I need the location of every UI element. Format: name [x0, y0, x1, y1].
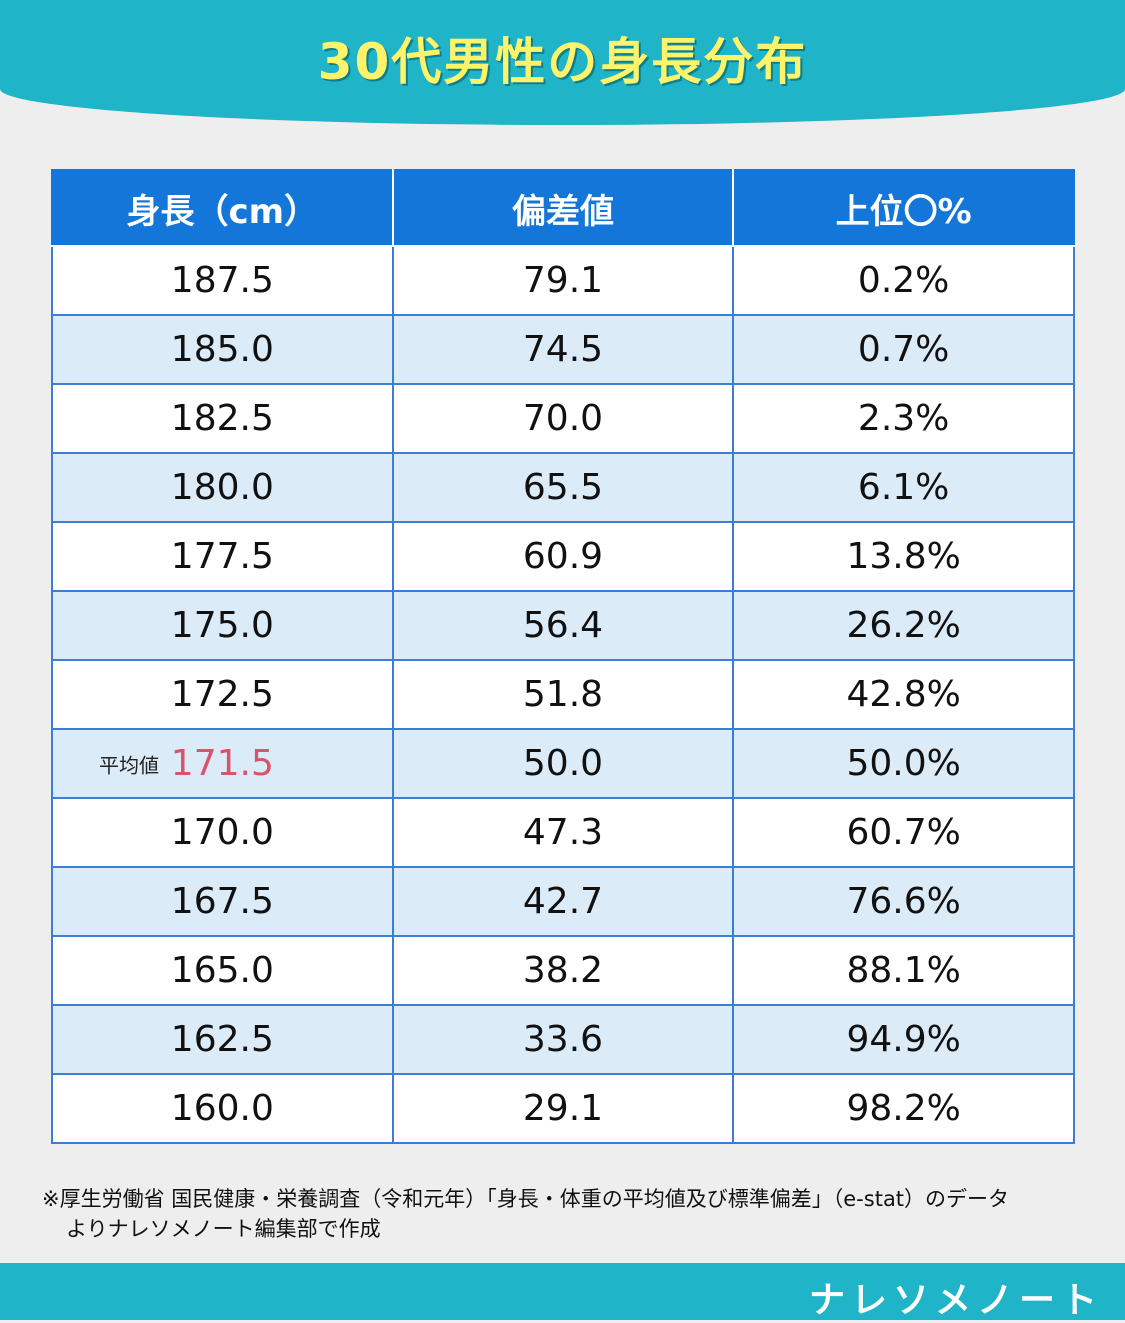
deviation-cell: 56.4	[391, 590, 735, 661]
height-cell: 167.5	[51, 866, 394, 937]
footer-bar: ナレソメノート	[0, 1263, 1125, 1321]
percent-cell: 98.2%	[732, 1073, 1075, 1144]
column-header-height: 身長（cm）	[51, 169, 394, 247]
height-cell: 182.5	[51, 383, 394, 454]
height-cell: 175.0	[51, 590, 394, 661]
table-row: 185.0 74.5 0.7%	[51, 314, 1075, 385]
height-cell: 187.5	[51, 245, 394, 316]
deviation-cell: 70.0	[391, 383, 735, 454]
percent-cell: 42.8%	[732, 659, 1075, 730]
table-row-average: 平均値 171.5 50.0 50.0%	[51, 728, 1075, 799]
percent-cell: 13.8%	[732, 521, 1075, 592]
height-cell: 170.0	[51, 797, 394, 868]
deviation-cell: 42.7	[391, 866, 735, 937]
table-row: 175.0 56.4 26.2%	[51, 590, 1075, 661]
deviation-cell: 60.9	[391, 521, 735, 592]
percent-cell: 50.0%	[732, 728, 1075, 799]
table-row: 187.5 79.1 0.2%	[51, 245, 1075, 316]
height-cell-average: 平均値 171.5	[51, 728, 394, 799]
brand-logo-text: ナレソメノート	[808, 1280, 1103, 1321]
column-header-top-percent: 上位〇%	[732, 169, 1075, 247]
percent-cell: 2.3%	[732, 383, 1075, 454]
deviation-cell: 51.8	[391, 659, 735, 730]
table-row: 165.0 38.2 88.1%	[51, 935, 1075, 1006]
deviation-cell: 33.6	[391, 1004, 735, 1075]
percent-cell: 94.9%	[732, 1004, 1075, 1075]
table-row: 180.0 65.5 6.1%	[51, 452, 1075, 523]
height-distribution-table: 身長（cm） 偏差値 上位〇% 187.5 79.1 0.2% 185.0 74…	[51, 169, 1075, 1144]
height-cell: 172.5	[51, 659, 394, 730]
percent-cell: 6.1%	[732, 452, 1075, 523]
deviation-cell: 74.5	[391, 314, 735, 385]
source-note-line-1: ※厚生労働省 国民健康・栄養調査（令和元年）「身長・体重の平均値及び標準偏差」（…	[42, 1187, 1010, 1211]
deviation-cell: 79.1	[391, 245, 735, 316]
deviation-cell: 38.2	[391, 935, 735, 1006]
height-cell: 177.5	[51, 521, 394, 592]
deviation-cell: 50.0	[391, 728, 735, 799]
height-cell: 160.0	[51, 1073, 394, 1144]
column-header-deviation: 偏差値	[391, 169, 735, 247]
table-row: 177.5 60.9 13.8%	[51, 521, 1075, 592]
table-row: 160.0 29.1 98.2%	[51, 1073, 1075, 1144]
source-note: ※厚生労働省 国民健康・栄養調査（令和元年）「身長・体重の平均値及び標準偏差」（…	[42, 1184, 1106, 1244]
table-row: 170.0 47.3 60.7%	[51, 797, 1075, 868]
deviation-cell: 65.5	[391, 452, 735, 523]
percent-cell: 60.7%	[732, 797, 1075, 868]
percent-cell: 0.2%	[732, 245, 1075, 316]
average-label: 平均値	[99, 753, 159, 777]
height-cell: 185.0	[51, 314, 394, 385]
deviation-cell: 47.3	[391, 797, 735, 868]
table-row: 167.5 42.7 76.6%	[51, 866, 1075, 937]
table-row: 162.5 33.6 94.9%	[51, 1004, 1075, 1075]
page-title: 30代男性の身長分布	[317, 33, 808, 91]
table-row: 172.5 51.8 42.8%	[51, 659, 1075, 730]
table-row: 182.5 70.0 2.3%	[51, 383, 1075, 454]
table-header-row: 身長（cm） 偏差値 上位〇%	[51, 169, 1075, 247]
height-cell: 162.5	[51, 1004, 394, 1075]
height-cell: 165.0	[51, 935, 394, 1006]
deviation-cell: 29.1	[391, 1073, 735, 1144]
height-cell: 180.0	[51, 452, 394, 523]
source-note-line-2: よりナレソメノート編集部で作成	[66, 1217, 381, 1241]
percent-cell: 26.2%	[732, 590, 1075, 661]
percent-cell: 0.7%	[732, 314, 1075, 385]
header-banner	[0, 0, 1125, 125]
average-height-value: 171.5	[170, 743, 274, 784]
percent-cell: 88.1%	[732, 935, 1075, 1006]
percent-cell: 76.6%	[732, 866, 1075, 937]
